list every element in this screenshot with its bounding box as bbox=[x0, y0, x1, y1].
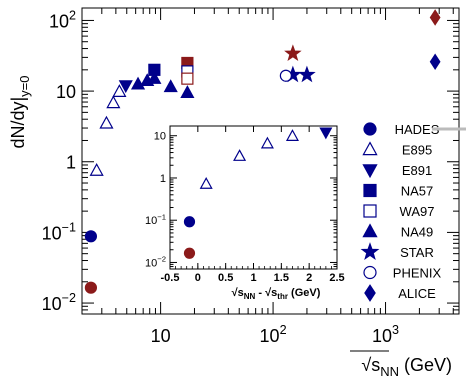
legend-label-na57: NA57 bbox=[401, 184, 434, 199]
inset-x-tick-label-4: 1.5 bbox=[274, 272, 289, 284]
legend: HADES E895 E891 NA57 WA97 NA49 STAR PHENIX ALICE bbox=[360, 122, 442, 302]
y-axis-label: dN/dy|y=0 bbox=[8, 75, 32, 148]
legend-marker-e891 bbox=[362, 164, 378, 179]
main-data-points bbox=[84, 9, 441, 294]
inset-y-tick-label-1: 10−1 bbox=[145, 212, 166, 227]
inset-x-tick-label-1: 0 bbox=[195, 272, 201, 284]
legend-label-na49: NA49 bbox=[401, 225, 434, 240]
legend-marker-star bbox=[360, 242, 380, 260]
inset-x-label-radical-2: √ bbox=[265, 287, 272, 299]
inset-x-tick-label-5: 2 bbox=[306, 272, 312, 284]
data-point-star-9-1 bbox=[298, 65, 316, 83]
data-point-e895-2-2 bbox=[106, 95, 121, 109]
inset-x-tick-label-3: 1 bbox=[250, 272, 256, 284]
data-point-na49-8-0 bbox=[130, 76, 146, 90]
y-tick-label-1: 10−1 bbox=[42, 220, 76, 243]
legend-marker-na49 bbox=[362, 223, 378, 238]
x-tick-label-2: 103 bbox=[372, 323, 399, 346]
data-point-na49-8-3 bbox=[163, 79, 178, 93]
inset-data-points bbox=[183, 127, 333, 259]
x-tick-label-1: 102 bbox=[260, 323, 287, 346]
y-tick-label-4: 102 bbox=[49, 8, 76, 31]
legend-marker-alice bbox=[364, 284, 376, 302]
data-point-series-13-0 bbox=[429, 9, 441, 26]
data-point-e895-2-3 bbox=[112, 84, 127, 97]
inset-axis-ticks bbox=[169, 126, 338, 270]
legend-label-wa97: WA97 bbox=[400, 204, 435, 219]
main-axis-ticks bbox=[81, 8, 459, 315]
inset-x-label-sub-2: thr bbox=[277, 292, 288, 301]
inset-point-e895-2-1 bbox=[233, 149, 247, 161]
inset-point-e895-2-2 bbox=[260, 136, 274, 149]
inset-x-tick-label-2: 0.5 bbox=[218, 272, 233, 284]
data-point-na49-8-2 bbox=[147, 71, 162, 84]
data-point-series-7-0 bbox=[181, 72, 194, 85]
legend-marker-na57 bbox=[363, 183, 377, 198]
inset-point-e891-3-0 bbox=[319, 127, 333, 140]
x-axis-label-unit: (GeV) bbox=[399, 355, 452, 375]
inset-point-e895-2-3 bbox=[285, 129, 299, 141]
data-point-na49-8-4 bbox=[180, 85, 195, 98]
data-point-hades-0-0 bbox=[84, 230, 98, 243]
legend-label-alice: ALICE bbox=[398, 286, 436, 301]
inset-x-label-mid: - bbox=[255, 287, 265, 299]
x-axis-label-var: s bbox=[371, 355, 380, 375]
inset-x-tick-label-0: -0.5 bbox=[161, 272, 180, 284]
y-tick-label-2: 1 bbox=[66, 153, 76, 173]
y-tick-label-0: 10−2 bbox=[42, 291, 76, 314]
legend-label-hades: HADES bbox=[395, 122, 440, 137]
data-point-e891-3-0 bbox=[118, 80, 133, 94]
legend-label-phenix: PHENIX bbox=[393, 266, 442, 281]
inset-point-hades-0-0 bbox=[183, 216, 196, 228]
data-point-phenix-11-0 bbox=[279, 69, 292, 82]
legend-label-star: STAR bbox=[400, 245, 434, 260]
data-point-alice-12-0 bbox=[429, 53, 441, 71]
inset-x-label-var-1: s bbox=[238, 287, 244, 299]
legend-label-e895: E895 bbox=[402, 143, 432, 158]
x-tick-label-0: 10 bbox=[151, 326, 171, 346]
inset-plot-frame bbox=[169, 125, 338, 270]
inset-x-axis-label: √sNN - √sthr (GeV) bbox=[232, 287, 321, 301]
inset-x-label-var-2: s bbox=[271, 287, 277, 299]
inset-point-e895-2-0 bbox=[199, 177, 213, 189]
y-axis-label-sub: y=0 bbox=[17, 75, 32, 96]
legend-marker-hades bbox=[363, 122, 377, 136]
inset-y-tick-label-2: 1 bbox=[160, 173, 166, 185]
x-axis-label: √sNN (GeV) bbox=[361, 355, 452, 377]
x-axis-label-sub: NN bbox=[380, 364, 399, 377]
inset-x-label-sub-1: NN bbox=[244, 292, 256, 301]
inset-x-label-unit: (GeV) bbox=[288, 287, 321, 299]
inset-x-label-radical-1: √ bbox=[232, 287, 239, 299]
legend-marker-phenix bbox=[363, 265, 377, 280]
y-axis-label-main: dN/dy| bbox=[8, 97, 28, 149]
data-point-e895-2-0 bbox=[89, 163, 104, 176]
inset-point-series-1-0 bbox=[183, 247, 196, 259]
inset-x-tick-label-6: 2.5 bbox=[329, 272, 344, 284]
legend-marker-e895 bbox=[362, 141, 378, 156]
x-axis-label-radical: √ bbox=[361, 355, 371, 375]
inset-y-tick-label-3: 10 bbox=[154, 131, 166, 143]
data-point-series-10-0 bbox=[284, 44, 302, 61]
inset-y-tick-label-0: 10−2 bbox=[145, 255, 166, 270]
legend-marker-wa97 bbox=[363, 204, 377, 218]
inset-tick-labels: -0.5 0 0.5 1 1.5 2 2.5 10−2 10−1 1 10 bbox=[145, 131, 345, 284]
data-point-e895-2-1 bbox=[99, 115, 114, 129]
y-tick-label-3: 10 bbox=[56, 82, 76, 102]
legend-label-e891: E891 bbox=[402, 163, 432, 178]
data-point-series-1-0 bbox=[84, 281, 98, 294]
